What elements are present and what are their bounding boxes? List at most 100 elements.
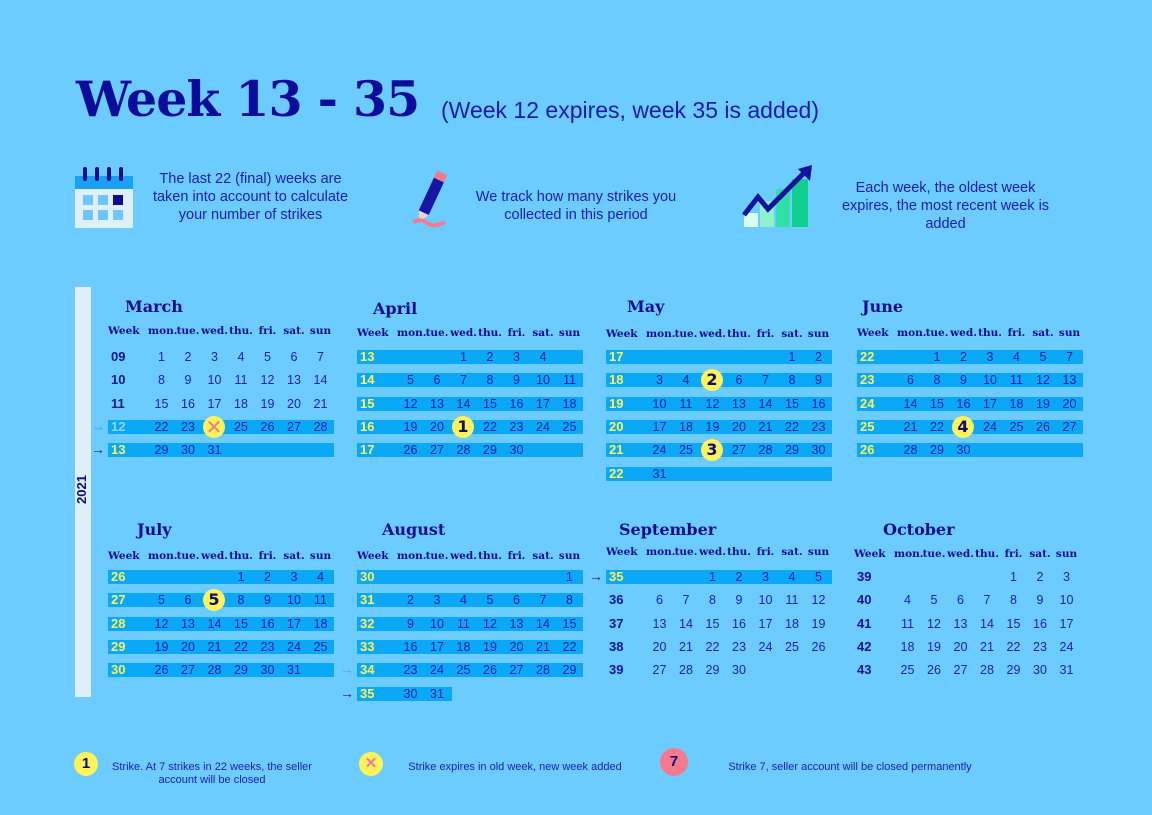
highlighted-week-bar [606,466,832,481]
month-title-october: October [883,520,955,539]
week-number: 13 [111,442,126,458]
month-title-march: March [125,297,183,316]
day-cell: 13 [181,616,195,631]
day-name-header: sat. [1029,548,1051,560]
highlighted-week-bar [357,396,583,411]
highlighted-week-bar [108,570,334,584]
week-number: 09 [111,349,126,364]
week-number: 16 [360,418,375,434]
day-cell: 30 [732,663,746,678]
day-cell: 9 [815,373,822,388]
day-cell: 17 [207,396,222,411]
highlighted-week-bar [357,686,452,701]
week-number: 38 [609,638,624,654]
day-cell: 18 [456,639,471,654]
day-cell: 5 [1039,350,1047,364]
day-cell: 17 [287,616,301,631]
day-cell: 23 [260,639,275,654]
day-cell: 27 [652,663,667,678]
day-name-header: sat. [1032,327,1054,339]
day-cell: 25 [785,639,799,654]
legend-expired-text: Strike expires in old week, new week add… [408,761,622,773]
day-cell: 21 [903,419,918,434]
day-cell: 29 [483,443,497,458]
day-cell: 29 [562,663,577,678]
day-cell: 20 [509,639,524,654]
week-number: 22 [609,465,624,481]
day-cell: 8 [788,373,796,388]
day-cell: 26 [260,419,275,434]
day-cell: 19 [1036,396,1050,411]
day-cell: 10 [287,593,301,608]
day-name-header: wed. [450,327,477,339]
day-cell: 15 [154,396,169,411]
day-name-header: tue. [674,546,698,558]
day-cell: 11 [901,616,914,631]
week-number: 40 [857,592,872,608]
day-cell: 1 [1010,570,1017,584]
day-name-header: fri. [507,327,526,339]
day-cell: 22 [234,639,248,654]
day-cell: 3 [433,593,441,608]
day-cell: 18 [679,419,693,434]
week-number: 21 [609,442,624,458]
highlighted-week-bar [108,639,334,654]
day-cell: 7 [539,593,547,608]
day-cell: 22 [785,419,799,434]
day-cell: 27 [181,663,195,678]
day-cell: 3 [1063,570,1070,584]
day-cell: 18 [234,396,248,411]
day-cell: 10 [652,396,667,411]
day-cell: 14 [313,373,328,388]
day-name-header: mon. [897,327,927,339]
growth-chart-icon [742,165,812,227]
day-cell: 4 [788,570,796,584]
day-cell: 2 [735,570,743,584]
day-cell: 23 [732,639,746,654]
day-cell: 7 [460,373,467,388]
highlighted-week-bar [108,663,334,678]
day-cell: 20 [181,639,195,654]
day-cell: 3 [762,570,769,584]
day-cell: 20 [732,419,746,434]
day-cell: 18 [900,639,915,654]
day-cell: 4 [1013,350,1020,364]
day-cell: 30 [956,443,971,458]
day-name-header: sat. [532,550,554,562]
week-number: 26 [111,569,126,584]
day-cell: 26 [154,663,169,678]
week-column-header: Week [357,327,389,339]
day-name-header: sun [1058,327,1081,339]
day-cell: 12 [927,616,941,631]
day-name-header: sun [1055,548,1078,560]
day-cell: 17 [652,419,667,434]
day-cell: 20 [430,419,444,434]
day-cell: 3 [290,570,298,584]
day-cell: 8 [933,373,941,388]
strike-marker: 2 [701,369,723,392]
day-cell: 8 [237,593,245,608]
day-cell: 16 [811,396,826,411]
day-cell: 13 [652,616,667,631]
day-cell: 12 [403,396,418,411]
day-cell: 16 [181,396,195,411]
day-cell: 18 [313,616,328,631]
day-cell: 26 [403,443,418,458]
day-cell: 14 [456,396,471,411]
day-name-header: fri. [258,325,277,337]
week-number: 23 [860,372,875,388]
day-cell: 23 [403,663,418,678]
week-number: 19 [609,395,624,411]
day-cell: 12 [260,373,275,388]
info-text-strikes: We track how many strikes you collected … [475,189,677,223]
day-cell: 17 [758,616,773,631]
legend-strike-icon: 1 [74,752,98,776]
day-cell: 1 [788,350,796,364]
day-cell: 6 [656,593,663,608]
year-label: 2021 [73,475,89,504]
day-cell: 24 [430,663,444,678]
day-cell: 26 [483,663,497,678]
day-cell: 27 [287,419,301,434]
week-column-header: Week [857,327,889,339]
day-cell: 21 [980,639,994,654]
